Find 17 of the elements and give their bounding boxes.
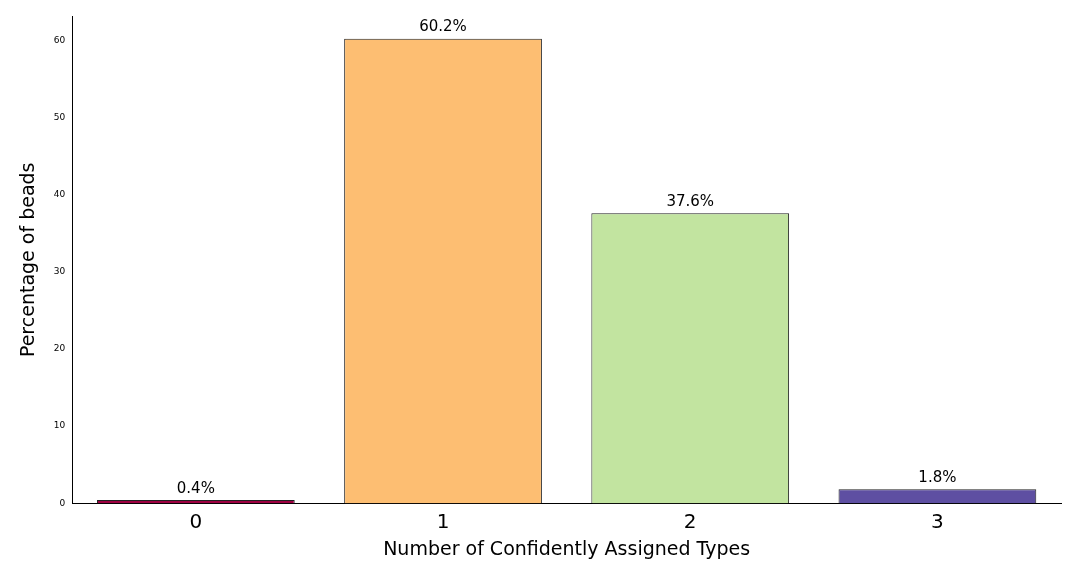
y-tick-label: 10 [53,420,66,431]
x-tick-label: 2 [683,509,697,534]
y-axis-title: Percentage of beads [16,162,39,358]
y-tick-label: 50 [53,111,66,122]
data-label: 1.8% [918,467,957,486]
y-tick-label: 60 [53,34,66,45]
x-tick-label: 1 [436,509,450,534]
x-tick-label: 3 [931,509,944,534]
x-tick-label: 0 [189,509,203,534]
data-label: 0.4% [176,478,215,497]
y-tick-label: 20 [53,343,66,354]
data-label: 37.6% [666,191,715,210]
y-tick-label: 30 [53,266,66,277]
y-tick-label: 0 [59,497,66,508]
x-axis-title: Number of Confidently Assigned Types [383,536,751,559]
y-tick-label: 40 [53,188,66,199]
data-label: 60.2% [419,17,467,36]
